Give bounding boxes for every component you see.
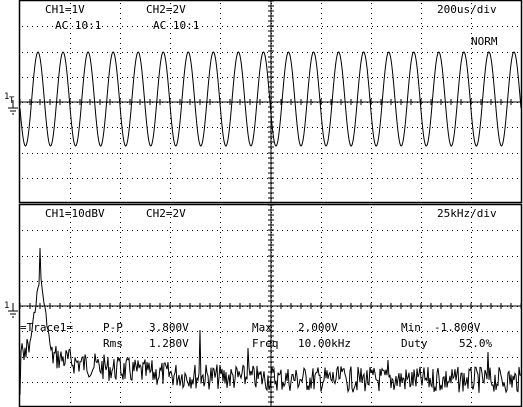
- pp-value: 3.800V: [149, 321, 189, 334]
- duty-label: Duty: [401, 337, 428, 350]
- top-ch1-coupling: AC 10:1: [55, 19, 102, 32]
- top-ch2-coupling: AC 10:1: [153, 19, 200, 32]
- fft-spectrum-trace: [19, 247, 521, 396]
- timebase-label: 200us/div: [437, 3, 497, 16]
- top-ch2-scale: CH2=2V: [146, 3, 186, 16]
- trace-label: =Trace1=: [20, 321, 73, 334]
- bottom-ch1-scale: CH1=10dBV: [45, 207, 105, 220]
- freq-label: Freq: [252, 337, 279, 350]
- top-ch1-scale: CH1=1V: [45, 3, 85, 16]
- bottom-ch2-scale: CH2=2V: [146, 207, 186, 220]
- duty-value: 52.0%: [459, 337, 493, 350]
- min-label: Min: [401, 321, 421, 334]
- trigger-mode-label: NORM: [471, 35, 498, 48]
- freq-value: 10.00kHz: [298, 337, 351, 350]
- rms-label: Rms: [103, 337, 123, 350]
- time-domain-waveform: [19, 51, 522, 147]
- top-ground-marker: [8, 100, 18, 115]
- pp-label: P-P: [103, 321, 123, 334]
- top-graticule: [19, 0, 522, 203]
- trigger-level-marker: T: [9, 96, 15, 106]
- top-ch1-marker: 1: [4, 92, 10, 102]
- max-label: Max: [252, 321, 272, 334]
- max-value: 2.000V: [298, 321, 338, 334]
- bottom-ground-marker: [8, 303, 18, 318]
- min-value: -1.800V: [434, 321, 481, 334]
- rms-value: 1.280V: [149, 337, 189, 350]
- bottom-ch1-marker: 1: [4, 301, 10, 311]
- span-label: 25kHz/div: [437, 207, 497, 220]
